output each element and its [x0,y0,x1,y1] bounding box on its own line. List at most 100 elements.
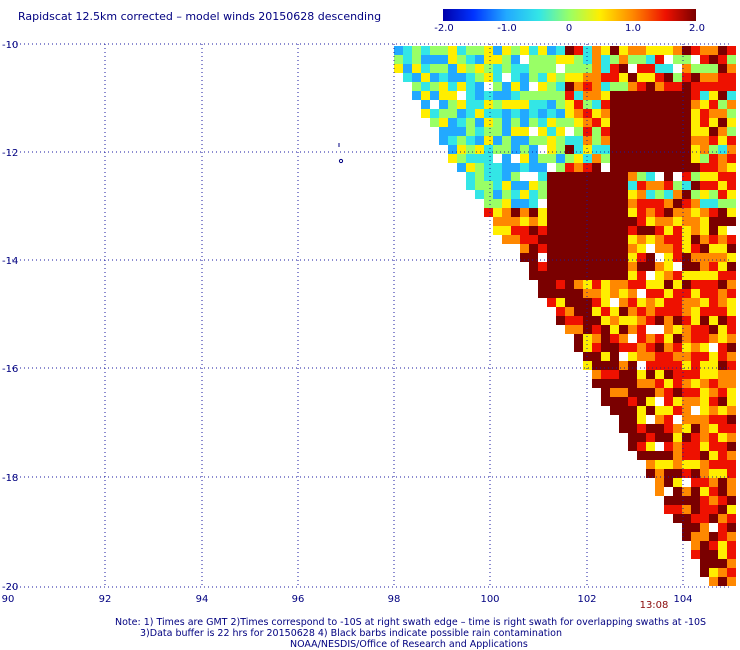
swath-cell [655,235,664,244]
swath-cell [565,136,574,145]
swath-cell [484,190,493,199]
swath-cell [619,307,628,316]
swath-cell [709,181,718,190]
swath-cell [610,199,619,208]
swath-cell [547,262,556,271]
swath-cell [574,163,583,172]
swath-cell [718,559,727,568]
swath-cell [682,316,691,325]
swath-cell [727,352,736,361]
swath-cell [574,127,583,136]
swath-cell [664,100,673,109]
swath-cell [655,163,664,172]
swath-cell [709,469,718,478]
swath-cell [655,415,664,424]
swath-cell [610,100,619,109]
swath-cell [556,127,565,136]
swath-cell [619,361,628,370]
swath-cell [493,64,502,73]
swath-cell [682,379,691,388]
swath-cell [727,469,736,478]
swath-cell [700,226,709,235]
swath-cell [727,55,736,64]
swath-cell [673,460,682,469]
swath-cell [565,289,574,298]
swath-cell [700,73,709,82]
swath-cell [592,271,601,280]
swath-cell [556,244,565,253]
swath-cell [574,244,583,253]
swath-cell [691,172,700,181]
swath-cell [664,190,673,199]
swath-cell [673,433,682,442]
swath-cell [727,532,736,541]
swath-cell [394,55,403,64]
swath-cell [700,424,709,433]
swath-cell [475,190,484,199]
swath-cell [574,316,583,325]
swath-cell [511,109,520,118]
swath-cell [646,262,655,271]
swath-cell [709,172,718,181]
swath-cell [637,316,646,325]
swath-cell [682,262,691,271]
swath-cell [700,307,709,316]
swath-cell [700,397,709,406]
swath-cell [502,109,511,118]
swath-cell [511,208,520,217]
swath-cell [700,568,709,577]
swath-cell [709,253,718,262]
swath-cell [529,64,538,73]
swath-cell [718,325,727,334]
swath-cell [709,262,718,271]
swath-cell [511,145,520,154]
swath-cell [538,235,547,244]
lat-label: -16 [2,364,18,375]
lon-label: 100 [480,594,499,605]
swath-cell [664,361,673,370]
swath-cell [628,406,637,415]
swath-cell [619,145,628,154]
swath-cell [700,388,709,397]
swath-cell [646,460,655,469]
swath-cell [727,46,736,55]
swath-cell [691,73,700,82]
swath-cell [664,208,673,217]
swath-cell [466,145,475,154]
swath-cell [655,316,664,325]
swath-cell [700,469,709,478]
swath-cell [691,262,700,271]
swath-cell [484,64,493,73]
swath-cell [547,91,556,100]
swath-cell [547,235,556,244]
swath-cell [574,100,583,109]
swath-cell [529,163,538,172]
swath-cell [457,145,466,154]
swath-cell [673,469,682,478]
swath-cell [484,172,493,181]
swath-cell [466,136,475,145]
swath-cell [700,541,709,550]
swath-cell [439,109,448,118]
swath-cell [628,82,637,91]
swath-cell [727,298,736,307]
swath-cell [475,163,484,172]
swath-cell [583,307,592,316]
swath-cell [673,289,682,298]
swath-cell [538,181,547,190]
swath-cell [493,100,502,109]
swath-cell [727,487,736,496]
swath-cell [610,370,619,379]
swath-cell [646,217,655,226]
swath-cell [682,154,691,163]
swath-cell [565,217,574,226]
swath-cell [556,73,565,82]
swath-cell [610,325,619,334]
swath-cell [493,82,502,91]
swath-cell [430,46,439,55]
swath-cell [556,154,565,163]
swath-cell [718,154,727,163]
swath-cell [475,82,484,91]
swath-cell [565,244,574,253]
